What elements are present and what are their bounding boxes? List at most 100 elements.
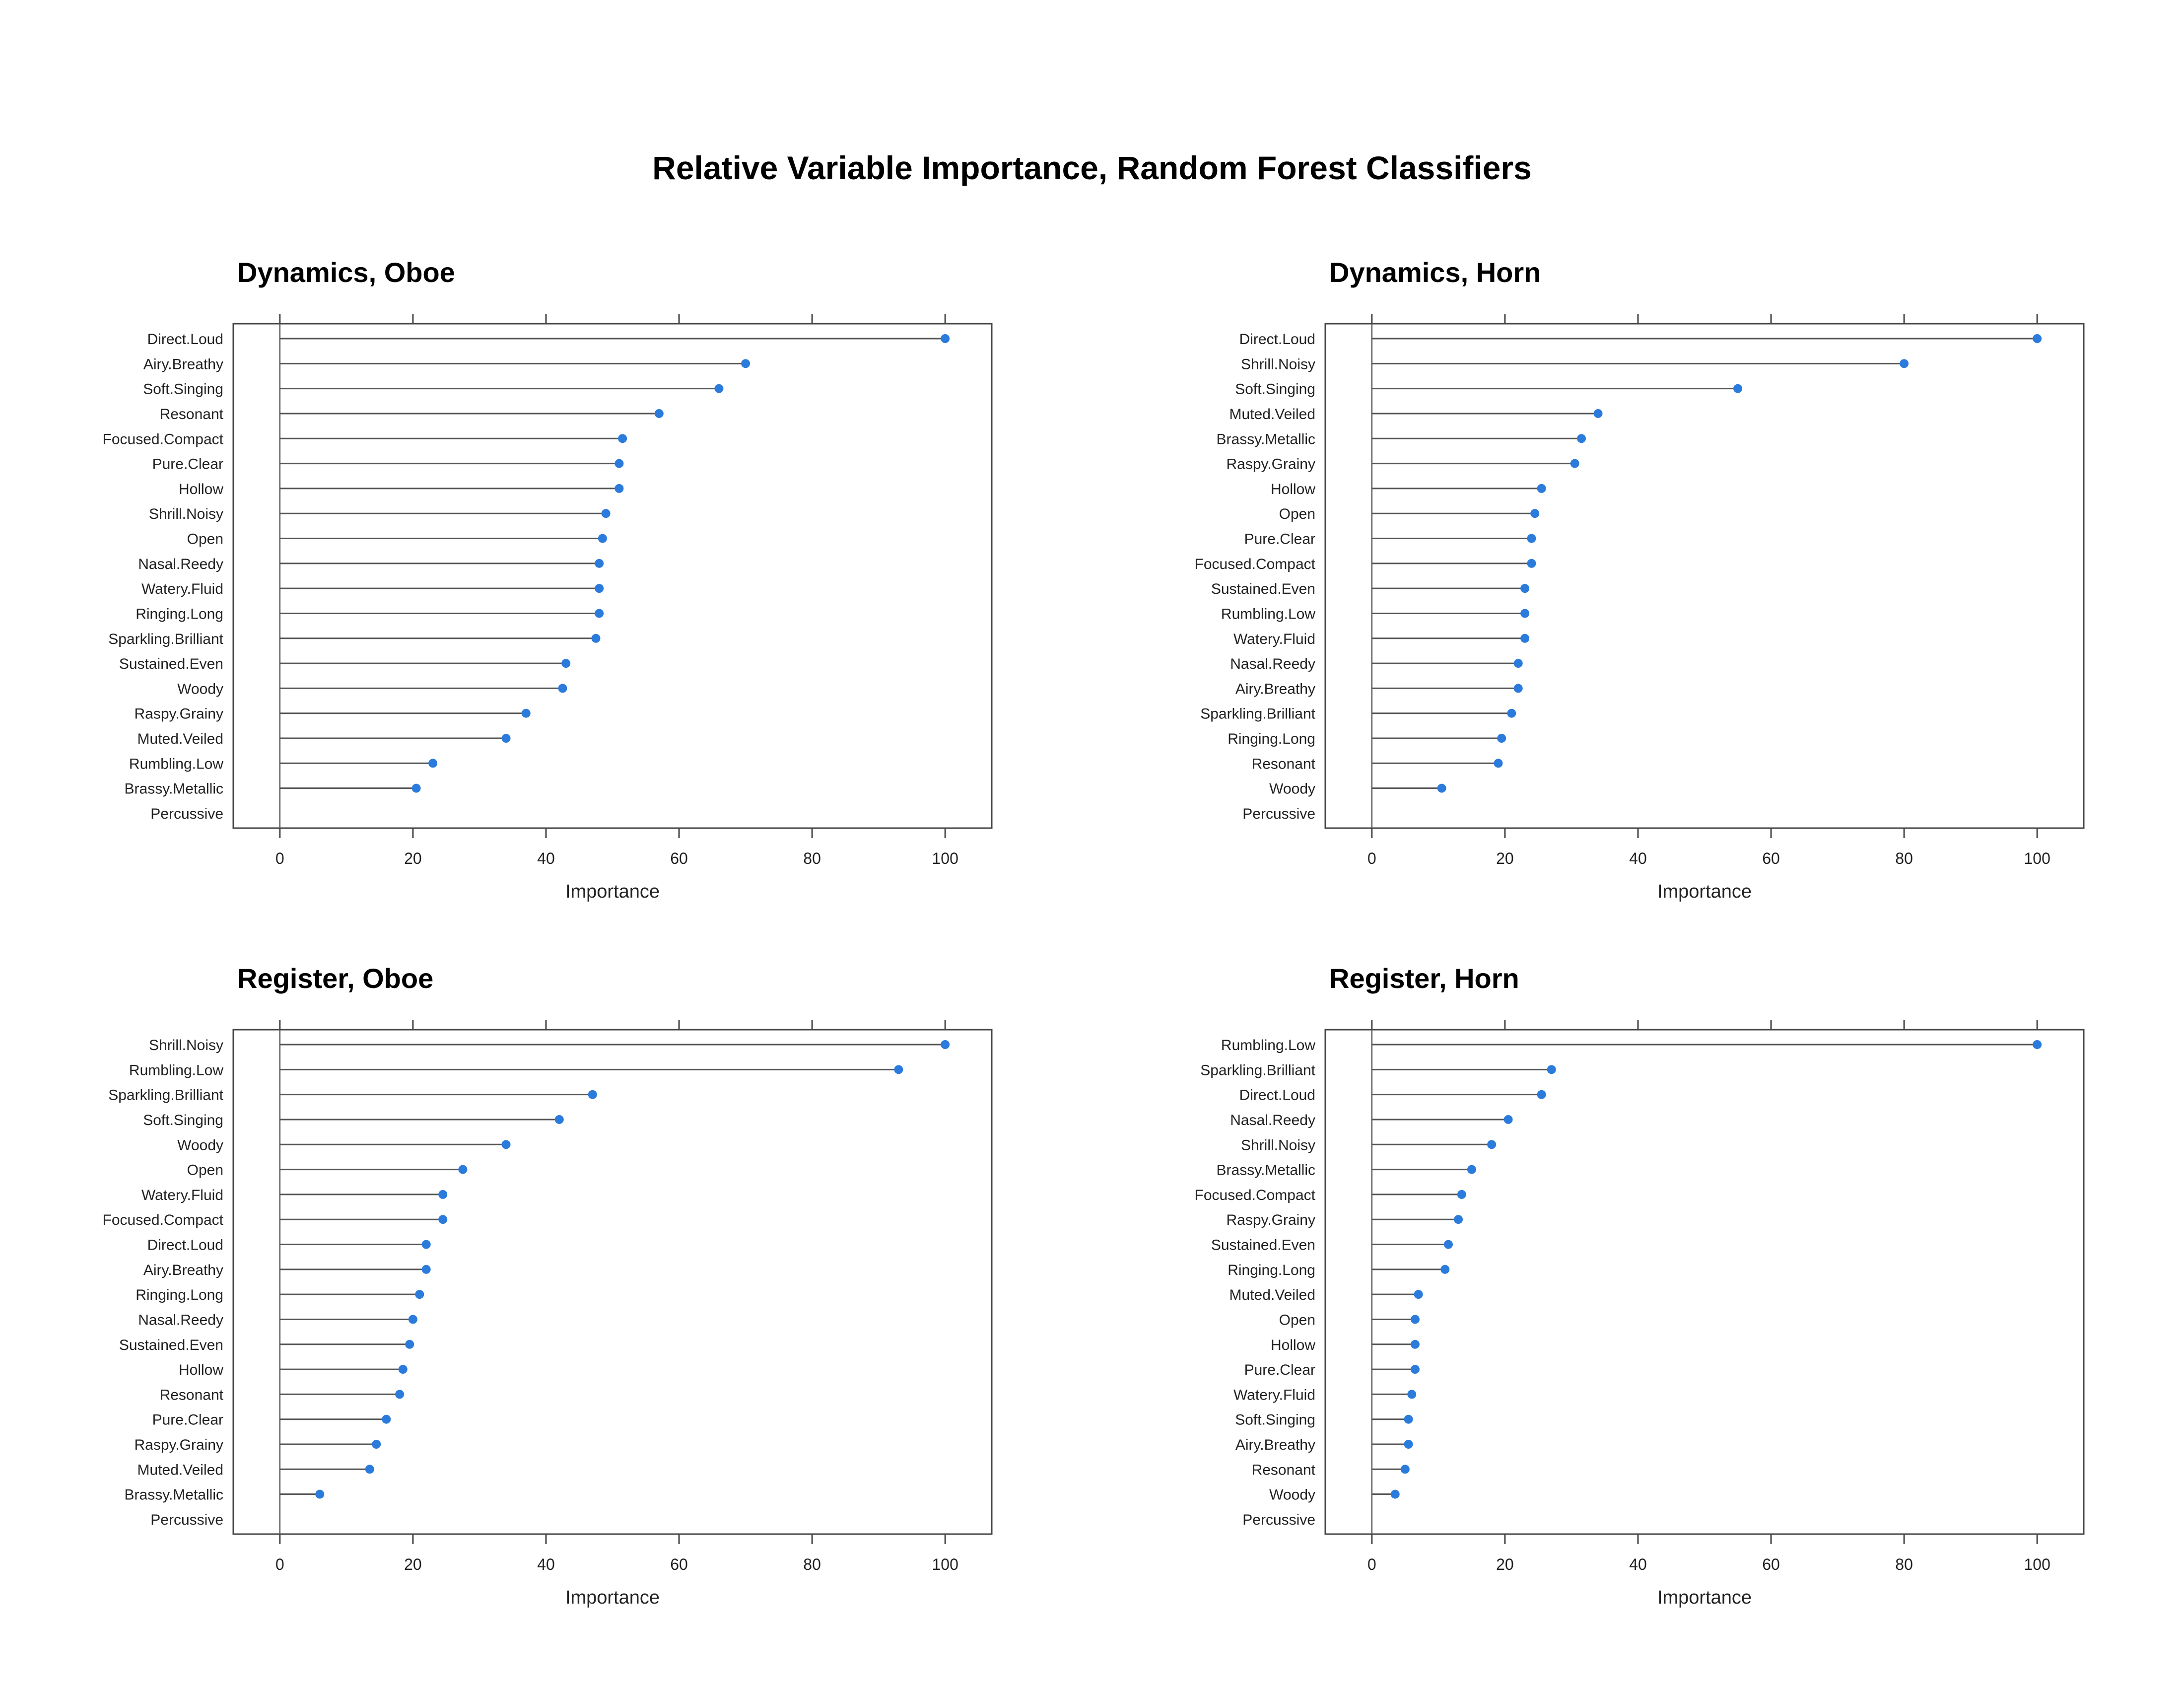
lollipop-point <box>598 534 607 543</box>
lollipop-point <box>591 633 601 643</box>
lollipop-point <box>1437 783 1446 793</box>
category-label: Airy.Breathy <box>1235 1437 1315 1453</box>
lollipop-point <box>395 1390 405 1399</box>
lollipop-point <box>561 659 571 668</box>
category-label: Watery.Fluid <box>141 581 223 597</box>
lollipop-point <box>654 409 664 418</box>
lollipop-point <box>1537 484 1546 493</box>
lollipop-point <box>588 1090 597 1099</box>
category-label: Pure.Clear <box>152 1412 223 1428</box>
category-label: Muted.Veiled <box>137 1462 223 1478</box>
category-label: Percussive <box>1242 806 1315 822</box>
x-tick-label: 0 <box>1367 849 1376 867</box>
category-label: Raspy.Grainy <box>1226 456 1315 473</box>
category-label: Focused.Compact <box>1195 556 1316 572</box>
x-tick-label: 80 <box>1895 849 1913 867</box>
x-tick-label: 40 <box>1629 1555 1647 1573</box>
category-label: Woody <box>1269 781 1315 797</box>
category-label: Nasal.Reedy <box>1230 1112 1315 1128</box>
category-label: Nasal.Reedy <box>138 1312 223 1328</box>
lollipop-point <box>438 1190 448 1199</box>
lollipop-point <box>428 759 438 768</box>
category-label: Rumbling.Low <box>1221 606 1315 622</box>
lollipop-point <box>1410 1315 1420 1324</box>
lollipop-point <box>1414 1290 1423 1299</box>
lollipop-point <box>421 1240 431 1249</box>
category-label: Ringing.Long <box>136 1287 223 1303</box>
category-label: Muted.Veiled <box>1229 1287 1315 1303</box>
category-label: Resonant <box>160 406 224 422</box>
lollipop-point <box>1537 1090 1546 1099</box>
category-label: Watery.Fluid <box>1233 1387 1315 1403</box>
lollipop-point <box>1507 708 1516 718</box>
category-label: Watery.Fluid <box>141 1187 223 1203</box>
x-tick-label: 60 <box>1762 849 1780 867</box>
panel-title: Dynamics, Horn <box>1329 257 1541 288</box>
category-label: Shrill.Noisy <box>1241 1137 1315 1153</box>
category-label: Sparkling.Brilliant <box>108 1087 223 1104</box>
x-tick-label: 20 <box>404 849 422 867</box>
lollipop-point <box>554 1115 564 1124</box>
lollipop-point <box>941 334 950 343</box>
lollipop-point <box>714 384 724 393</box>
category-label: Muted.Veiled <box>137 731 223 747</box>
category-label: Resonant <box>1252 756 1316 772</box>
lollipop-point <box>894 1065 903 1074</box>
lollipop-chart-dynamics-oboe: 0 20 40 60 80 100 Importance Direct.Loud Airy.Br… <box>103 314 993 902</box>
lollipop-point <box>382 1414 391 1424</box>
category-label: Rumbling.Low <box>129 1062 223 1078</box>
category-label: Open <box>187 1162 223 1179</box>
category-label: Raspy.Grainy <box>134 1437 223 1453</box>
lollipop-point <box>408 1315 417 1324</box>
lollipop-point <box>1454 1215 1463 1224</box>
lollipop-point <box>411 783 421 793</box>
plot-frame <box>1324 323 2085 829</box>
category-label: Airy.Breathy <box>143 356 223 372</box>
category-label: Shrill.Noisy <box>149 506 223 522</box>
category-label: Soft.Singing <box>143 1112 223 1128</box>
lollipop-point <box>1520 609 1530 618</box>
panel-title: Dynamics, Oboe <box>237 257 455 288</box>
lollipop-point <box>558 684 567 693</box>
lollipop-point <box>501 734 511 743</box>
x-tick-label: 40 <box>1629 849 1647 867</box>
category-label: Focused.Compact <box>103 431 224 447</box>
chart-panel-dynamics-horn: Dynamics, Horn 0 20 40 60 80 100 Importance Dir… <box>1176 253 2119 941</box>
lollipop-point <box>365 1465 374 1474</box>
lollipop-point <box>595 559 604 568</box>
category-label: Airy.Breathy <box>143 1262 223 1278</box>
x-tick-label: 40 <box>537 849 555 867</box>
category-label: Open <box>1279 1312 1315 1328</box>
category-label: Brassy.Metallic <box>1217 1162 1315 1179</box>
lollipop-point <box>618 434 627 443</box>
category-label: Sustained.Even <box>1211 581 1315 597</box>
category-label: Open <box>187 531 223 548</box>
lollipop-point <box>1407 1390 1417 1399</box>
plot-frame <box>232 1029 993 1535</box>
x-axis-label: Importance <box>565 881 660 902</box>
lollipop-point <box>1520 584 1530 593</box>
x-axis-label: Importance <box>1657 1587 1752 1608</box>
lollipop-point <box>614 459 624 468</box>
lollipop-point <box>1487 1140 1497 1149</box>
category-label: Rumbling.Low <box>1221 1037 1315 1054</box>
lollipop-point <box>1900 359 1909 368</box>
category-label: Hollow <box>179 1362 223 1378</box>
category-label: Direct.Loud <box>147 331 223 348</box>
category-label: Hollow <box>1271 481 1315 497</box>
category-label: Raspy.Grainy <box>134 706 223 722</box>
lollipop-point <box>315 1489 325 1499</box>
category-label: Pure.Clear <box>152 456 223 473</box>
plot-frame <box>232 323 993 829</box>
lollipop-point <box>1457 1190 1466 1199</box>
lollipop-point <box>614 484 624 493</box>
category-label: Open <box>1279 506 1315 522</box>
lollipop-point <box>405 1339 414 1349</box>
category-label: Ringing.Long <box>1228 1262 1315 1278</box>
x-tick-label: 40 <box>537 1555 555 1573</box>
lollipop-point <box>1497 734 1506 743</box>
lollipop-point <box>1443 1240 1453 1249</box>
category-label: Shrill.Noisy <box>149 1037 223 1054</box>
x-tick-label: 80 <box>803 1555 821 1573</box>
lollipop-point <box>1733 384 1743 393</box>
